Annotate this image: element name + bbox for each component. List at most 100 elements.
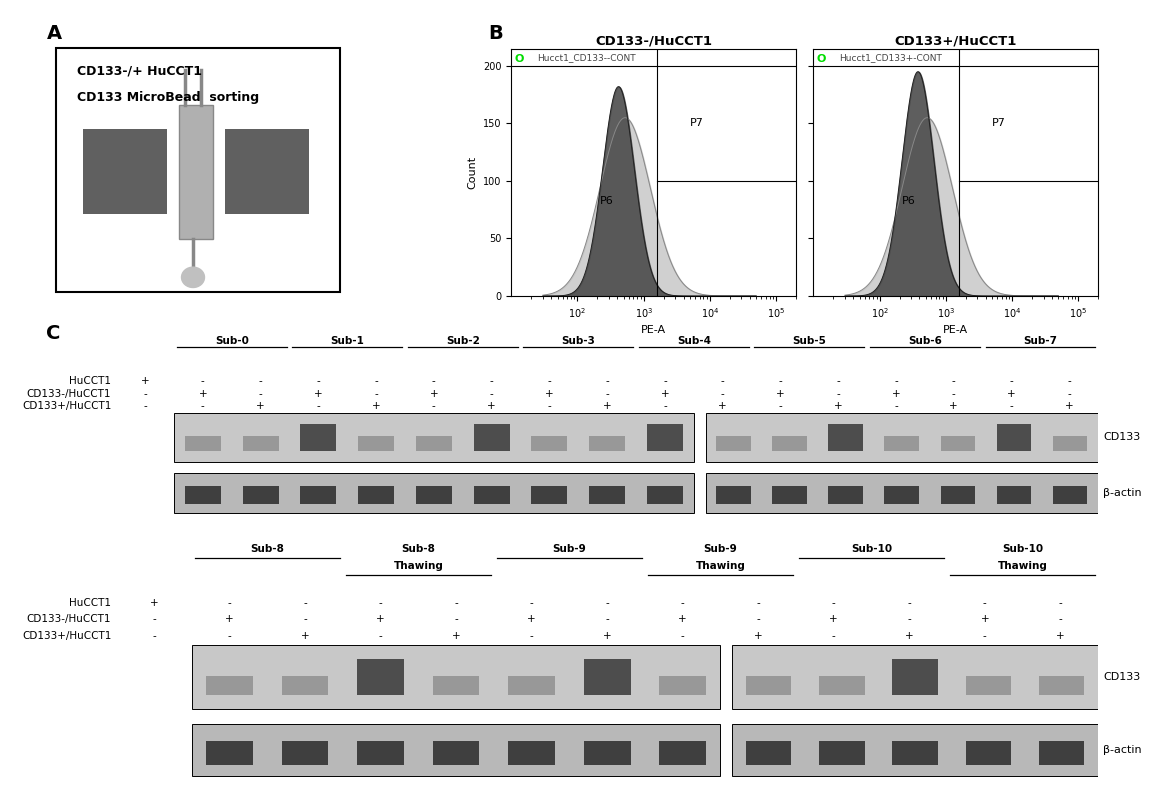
Text: CD133-/HuCCT1: CD133-/HuCCT1 bbox=[27, 388, 112, 399]
Text: Thawing: Thawing bbox=[998, 561, 1047, 571]
Text: -: - bbox=[832, 631, 835, 642]
Bar bbox=[705, 473, 1098, 513]
Text: -: - bbox=[664, 375, 667, 386]
Text: -: - bbox=[837, 375, 840, 386]
Bar bbox=[997, 487, 1032, 504]
Text: +: + bbox=[679, 615, 687, 624]
Text: +: + bbox=[225, 615, 234, 624]
Bar bbox=[206, 741, 253, 765]
Bar bbox=[997, 424, 1032, 451]
Text: -: - bbox=[454, 598, 458, 607]
Bar bbox=[819, 676, 865, 695]
Text: +: + bbox=[1056, 631, 1064, 642]
Text: Sub-9: Sub-9 bbox=[703, 544, 738, 554]
Text: +: + bbox=[199, 388, 207, 399]
Text: C: C bbox=[46, 324, 60, 343]
Text: B: B bbox=[488, 24, 503, 43]
FancyBboxPatch shape bbox=[56, 49, 339, 292]
Text: +: + bbox=[754, 631, 762, 642]
Bar bbox=[508, 741, 555, 765]
Bar bbox=[206, 676, 253, 695]
Text: -: - bbox=[316, 401, 321, 411]
Text: -: - bbox=[605, 388, 609, 399]
Bar bbox=[1039, 676, 1084, 695]
Text: Sub-10: Sub-10 bbox=[1002, 544, 1043, 554]
Bar bbox=[416, 487, 452, 504]
Text: +: + bbox=[372, 401, 380, 411]
Text: CD133+/HuCCT1: CD133+/HuCCT1 bbox=[22, 401, 112, 411]
Text: -: - bbox=[489, 388, 494, 399]
Text: HuCCT1: HuCCT1 bbox=[70, 598, 112, 607]
Bar bbox=[474, 487, 509, 504]
Bar bbox=[357, 659, 404, 695]
Text: +: + bbox=[1007, 388, 1016, 399]
Bar bbox=[185, 436, 221, 451]
Text: +: + bbox=[376, 615, 385, 624]
Text: +: + bbox=[891, 388, 901, 399]
Bar bbox=[746, 741, 791, 765]
Text: -: - bbox=[374, 375, 378, 386]
Text: -: - bbox=[228, 631, 231, 642]
Bar bbox=[966, 741, 1011, 765]
Bar bbox=[659, 741, 706, 765]
Bar bbox=[508, 676, 555, 695]
Bar bbox=[83, 129, 167, 214]
Text: -: - bbox=[779, 401, 782, 411]
Text: P6: P6 bbox=[902, 196, 916, 206]
Text: -: - bbox=[983, 631, 987, 642]
Circle shape bbox=[181, 267, 205, 287]
Bar bbox=[243, 487, 279, 504]
Text: -: - bbox=[432, 401, 436, 411]
Text: Hucct1_CD133--CONT: Hucct1_CD133--CONT bbox=[537, 54, 636, 62]
Bar bbox=[589, 436, 625, 451]
Text: -: - bbox=[228, 598, 231, 607]
Text: +: + bbox=[301, 631, 309, 642]
Text: +: + bbox=[834, 401, 842, 411]
Text: Sub-8: Sub-8 bbox=[401, 544, 436, 554]
Text: -: - bbox=[152, 631, 156, 642]
Text: O: O bbox=[816, 54, 826, 63]
Bar bbox=[746, 676, 791, 695]
Text: β-actin: β-actin bbox=[1103, 744, 1141, 755]
Text: Sub-8: Sub-8 bbox=[250, 544, 285, 554]
Bar bbox=[647, 487, 683, 504]
Bar bbox=[829, 487, 863, 504]
Text: O: O bbox=[514, 54, 524, 63]
Bar bbox=[1039, 741, 1084, 765]
Text: -: - bbox=[605, 615, 609, 624]
Text: -: - bbox=[374, 388, 378, 399]
Text: -: - bbox=[681, 631, 684, 642]
X-axis label: PE-A: PE-A bbox=[944, 325, 968, 335]
Text: CD133: CD133 bbox=[1103, 672, 1140, 682]
Bar bbox=[705, 413, 1098, 462]
Bar bbox=[647, 424, 683, 451]
Text: +: + bbox=[430, 388, 438, 399]
Text: -: - bbox=[756, 615, 760, 624]
Bar bbox=[174, 413, 694, 462]
Bar bbox=[773, 487, 808, 504]
Text: -: - bbox=[143, 401, 146, 411]
Text: β-actin: β-actin bbox=[1103, 488, 1141, 498]
Text: Sub-7: Sub-7 bbox=[1024, 337, 1057, 346]
Text: Sub-10: Sub-10 bbox=[851, 544, 892, 554]
Bar bbox=[659, 676, 706, 695]
Text: Sub-9: Sub-9 bbox=[552, 544, 587, 554]
Text: -: - bbox=[756, 598, 760, 607]
Text: -: - bbox=[832, 598, 835, 607]
Text: -: - bbox=[547, 375, 551, 386]
Text: CD133 MicroBead  sorting: CD133 MicroBead sorting bbox=[77, 92, 259, 105]
Text: +: + bbox=[603, 631, 611, 642]
Text: Sub-0: Sub-0 bbox=[215, 337, 249, 346]
Bar bbox=[358, 487, 394, 504]
Text: -: - bbox=[1059, 598, 1062, 607]
Bar bbox=[884, 436, 919, 451]
Text: -: - bbox=[983, 598, 987, 607]
Text: -: - bbox=[530, 598, 533, 607]
Bar bbox=[966, 676, 1011, 695]
Bar bbox=[732, 645, 1098, 709]
Text: Sub-1: Sub-1 bbox=[330, 337, 364, 346]
Text: -: - bbox=[1068, 388, 1071, 399]
Text: +: + bbox=[603, 401, 611, 411]
Text: -: - bbox=[259, 388, 263, 399]
Bar bbox=[1053, 436, 1088, 451]
